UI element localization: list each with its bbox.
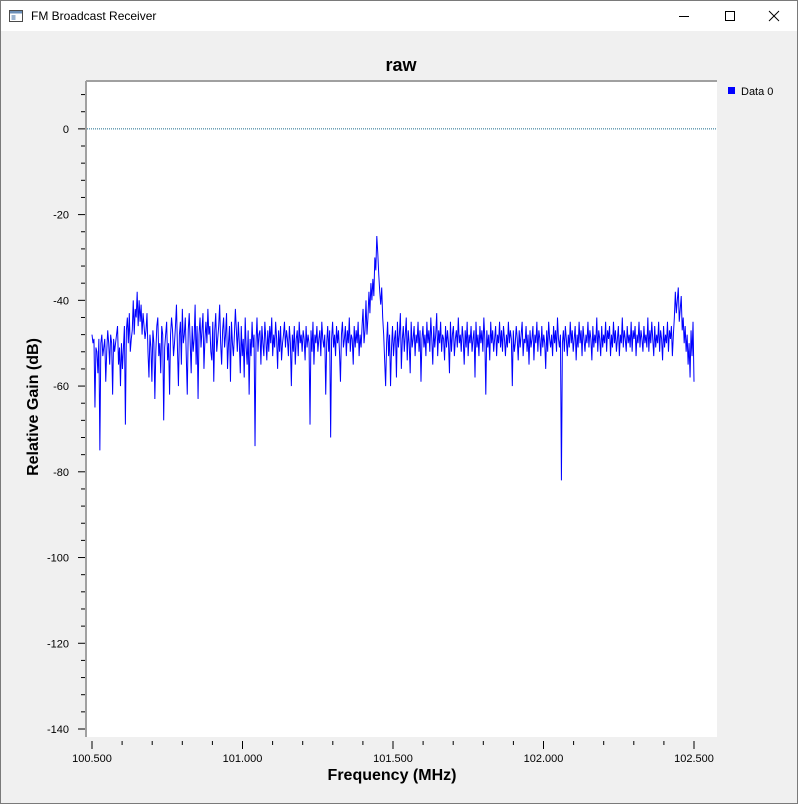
plot-area: raw 0 -20 -40 -60 -80 -100 -120 -140 100.500 101…	[1, 31, 797, 803]
x-tick-label: 101.500	[373, 753, 413, 765]
y-tick-label: -120	[47, 638, 69, 650]
minimize-button[interactable]	[661, 1, 707, 31]
y-axis: 0 -20 -40 -60 -80 -100 -120 -140	[47, 94, 85, 736]
spectrum-chart[interactable]: raw 0 -20 -40 -60 -80 -100 -120 -140 100.500 101…	[1, 31, 797, 803]
series-data-0-line	[91, 236, 695, 481]
y-tick-label: -80	[53, 467, 69, 479]
legend: Data 0	[728, 86, 773, 98]
y-tick-label: -60	[53, 381, 69, 393]
y-tick-label: -100	[47, 553, 69, 565]
maximize-button[interactable]	[707, 1, 753, 31]
chart-title: raw	[385, 55, 417, 75]
x-tick-label: 102.000	[524, 753, 564, 765]
close-button[interactable]	[751, 1, 797, 31]
y-tick-label: -20	[53, 210, 69, 222]
y-axis-label: Relative Gain (dB)	[25, 338, 42, 476]
close-icon	[768, 10, 780, 22]
x-tick-label: 102.500	[674, 753, 714, 765]
legend-label-data-0: Data 0	[741, 86, 773, 98]
y-tick-label: 0	[63, 124, 69, 136]
x-tick-label: 100.500	[72, 753, 112, 765]
x-axis: 100.500 101.000 101.500 102.000 102.500	[72, 741, 714, 765]
window-title: FM Broadcast Receiver	[31, 9, 157, 23]
app-window-icon	[9, 10, 23, 22]
plot-canvas[interactable]	[87, 81, 717, 737]
y-tick-label: -140	[47, 724, 69, 736]
title-bar[interactable]: FM Broadcast Receiver	[1, 1, 797, 31]
x-tick-label: 101.000	[223, 753, 263, 765]
minimize-icon	[679, 16, 689, 17]
y-tick-label: -40	[53, 295, 69, 307]
x-axis-label: Frequency (MHz)	[328, 767, 457, 784]
legend-swatch-data-0	[728, 87, 735, 94]
maximize-icon	[725, 11, 735, 21]
